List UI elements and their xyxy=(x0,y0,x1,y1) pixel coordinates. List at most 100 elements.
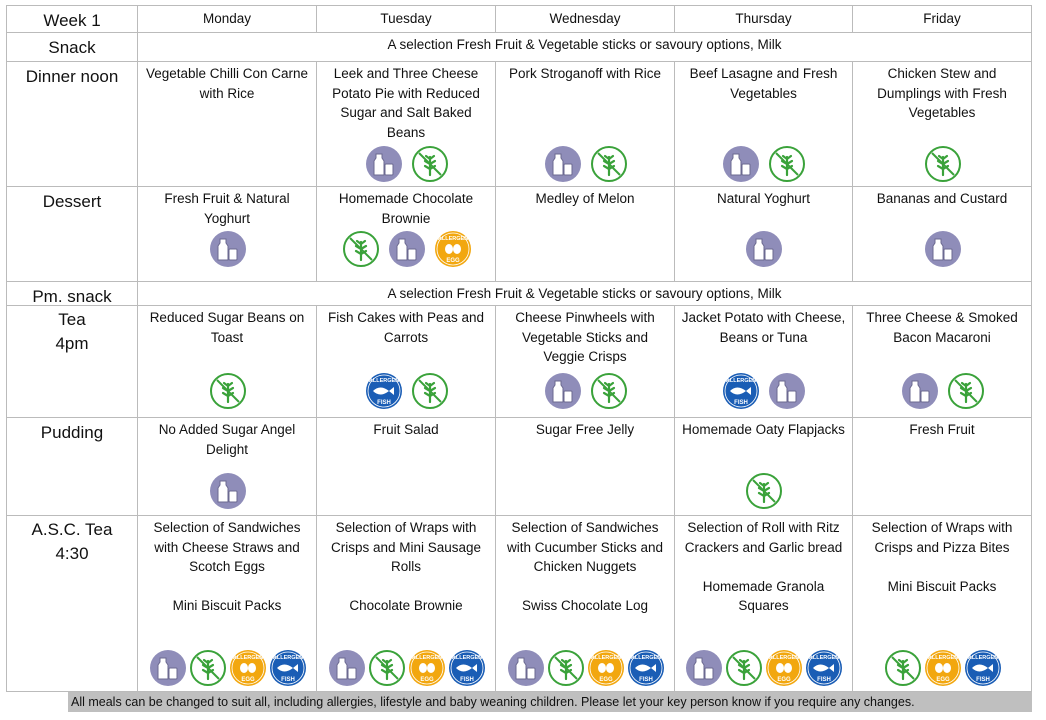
allergen-icon xyxy=(544,373,581,409)
icon-prefix: ALLERGEN xyxy=(630,655,660,661)
header-cell: Tuesday xyxy=(317,5,496,33)
icon-row xyxy=(496,145,675,183)
allergen-icon: ALLERGEN EGG xyxy=(408,650,445,686)
icon-row: ALLERGEN EGG ALLERGEN FISH xyxy=(317,649,496,687)
meal-text: Selection of Wraps with Crisps and Pizza… xyxy=(871,520,1013,555)
glass xyxy=(228,248,237,261)
allergen-icon: ALLERGEN FISH xyxy=(964,650,1001,686)
meal-cell: Selection of Roll with Ritz Crackers and… xyxy=(675,516,853,692)
meal-text: No Added Sugar Angel Delight xyxy=(158,422,296,457)
fish xyxy=(813,664,834,672)
icon-row xyxy=(675,230,853,268)
header-cell: Week 1 xyxy=(6,5,138,33)
egg xyxy=(239,663,248,673)
allergen-icon xyxy=(590,146,627,182)
row-label: 4:30 xyxy=(55,544,89,563)
icon-ring xyxy=(767,651,801,685)
icon-row xyxy=(853,372,1032,410)
allergen-icon xyxy=(365,146,402,182)
bottle xyxy=(217,480,228,503)
allergen-icon: ALLERGEN FISH xyxy=(365,373,402,409)
allergen-icon xyxy=(411,146,448,182)
icon-prefix: ALLERGEN xyxy=(451,655,481,661)
icon-prefix: ALLERGEN xyxy=(726,378,756,384)
allergen-icon xyxy=(746,473,782,509)
allergen-icon xyxy=(901,373,938,409)
header-cell: Friday xyxy=(853,5,1032,33)
meal-text: Homemade Oaty Flapjacks xyxy=(682,422,845,437)
meal-cell: Pork Stroganoff with Rice xyxy=(496,62,675,187)
icon-ring xyxy=(589,651,622,685)
bottle xyxy=(552,153,563,176)
meal-text: Fresh Fruit & Natural Yoghurt xyxy=(164,191,290,226)
icon-prefix: ALLERGEN xyxy=(967,655,997,661)
day-label: Tuesday xyxy=(380,11,432,26)
glass xyxy=(704,667,714,680)
allergen-icon: ALLERGEN EGG xyxy=(924,650,961,686)
icon-ring xyxy=(966,651,999,685)
bottle xyxy=(373,153,384,176)
bottle xyxy=(515,657,526,680)
strike xyxy=(417,152,442,176)
allergen-icon xyxy=(209,473,246,509)
icon-prefix: ALLERGEN xyxy=(272,655,302,661)
icon-row xyxy=(138,472,317,510)
icon-ring xyxy=(807,651,841,685)
icon-row: ALLERGEN EGG xyxy=(317,230,496,268)
fish xyxy=(455,664,477,672)
icon-row xyxy=(138,372,317,410)
icon-prefix: ALLERGEN xyxy=(927,655,957,661)
meal-text: Selection of Roll with Ritz Crackers and… xyxy=(684,520,843,555)
strike xyxy=(775,152,799,176)
row-label: 4pm xyxy=(55,334,89,353)
icon-label: FISH xyxy=(734,400,748,406)
glass xyxy=(384,163,393,176)
meal-cell: Homemade Chocolate Brownie xyxy=(317,187,496,282)
allergen-icon xyxy=(590,373,627,409)
icon-label: FISH xyxy=(976,677,990,683)
icon-label: FISH xyxy=(460,677,474,683)
icon-row: ALLERGEN EGG ALLERGEN FISH xyxy=(496,649,675,687)
icon-ring xyxy=(724,374,758,408)
icon-ring xyxy=(271,651,304,685)
strike xyxy=(953,379,978,403)
meal-text: Three Cheese & Smoked Bacon Macaroni xyxy=(866,310,1018,345)
bottle xyxy=(217,238,228,261)
icon-prefix: ALLERGEN xyxy=(437,236,467,242)
meal-text: Sugar Free Jelly xyxy=(535,422,635,437)
week-title: Week 1 xyxy=(43,11,101,30)
meal-text: Fruit Salad xyxy=(373,422,439,437)
allergen-icon xyxy=(726,650,762,686)
allergen-icon xyxy=(342,231,379,267)
allergen-icon xyxy=(723,146,759,182)
icon-label: FISH xyxy=(377,400,391,406)
row-label-cell: A.S.C. Tea 4:30 xyxy=(6,516,138,692)
glass xyxy=(764,248,774,261)
strike xyxy=(215,379,240,403)
meal-text: Pork Stroganoff with Rice xyxy=(508,66,662,81)
strike xyxy=(752,479,776,503)
meal-text: Selection of Sandwiches with Cheese Stra… xyxy=(153,520,301,574)
row-label-cell: Pudding xyxy=(6,418,138,516)
icon-row: ALLERGEN EGG ALLERGEN FISH xyxy=(138,649,317,687)
allergen-icon xyxy=(368,650,405,686)
meal-cell: Jacket Potato with Cheese, Beans or Tuna xyxy=(675,306,853,418)
meal-cell: Homemade Oaty Flapjacks xyxy=(675,418,853,516)
meal-cell: No Added Sugar Angel Delight xyxy=(138,418,317,516)
span-text: A selection Fresh Fruit & Vegetable stic… xyxy=(387,37,782,52)
egg xyxy=(934,663,943,673)
icon-row xyxy=(853,145,1032,183)
meal-text: Leek and Three Cheese Potato Pie with Re… xyxy=(332,66,480,140)
meal-text: Chicken Nuggets xyxy=(533,559,637,574)
strike xyxy=(417,379,442,403)
meal-text: Jacket Potato with Cheese, Beans or Tuna xyxy=(681,310,846,345)
meal-text: Chocolate Brownie xyxy=(349,598,463,613)
meal-cell: Vegetable Chilli Con Carne with Rice xyxy=(138,62,317,187)
meal-text: Fish Cakes with Peas and Carrots xyxy=(327,310,485,345)
header-cell: Monday xyxy=(138,5,317,33)
glass xyxy=(407,248,416,261)
meal-cell: Medley of Melon xyxy=(496,187,675,282)
row-label: Pm. snack xyxy=(32,287,112,306)
glass xyxy=(920,390,929,403)
bottle xyxy=(396,238,407,261)
